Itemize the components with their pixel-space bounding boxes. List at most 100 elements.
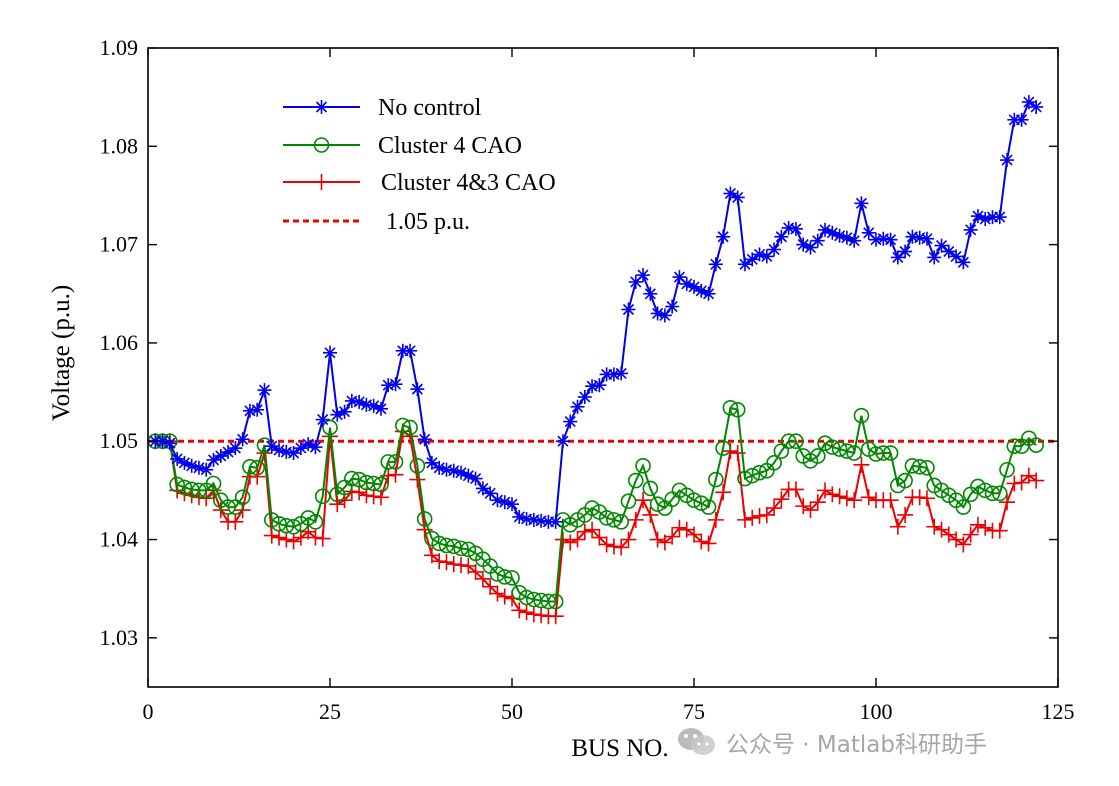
data-point	[272, 443, 287, 458]
data-point	[358, 474, 375, 491]
data-point	[737, 257, 752, 272]
data-point	[774, 229, 789, 244]
data-point	[781, 220, 796, 235]
data-point	[380, 454, 397, 470]
legend-entry-no-control: No control	[283, 95, 482, 121]
legend-label: 1.05 p.u.	[386, 209, 470, 235]
legend-marker	[313, 137, 330, 153]
data-point	[598, 536, 615, 553]
legend-label: Cluster 4&3 CAO	[381, 170, 556, 196]
data-point	[956, 255, 971, 270]
data-point	[453, 540, 469, 557]
data-point	[416, 511, 433, 527]
data-point	[416, 521, 433, 538]
data-point	[308, 440, 323, 455]
data-point	[657, 308, 672, 323]
data-point	[504, 570, 520, 586]
data-point	[729, 401, 746, 418]
data-point	[649, 531, 666, 548]
data-point	[838, 490, 855, 507]
data-point	[795, 498, 812, 515]
y-tick-label: 1.05	[100, 428, 139, 453]
data-point	[403, 343, 418, 358]
data-point	[278, 517, 295, 534]
data-point	[643, 286, 658, 301]
legend-entry-cluster-4-3-cao: Cluster 4&3 CAO	[283, 170, 556, 196]
data-point	[817, 482, 834, 499]
data-point	[905, 229, 920, 244]
plot-area	[147, 95, 1058, 625]
data-point	[271, 516, 287, 532]
data-point	[809, 494, 826, 511]
data-point	[263, 512, 280, 528]
data-point	[584, 521, 601, 538]
data-point	[898, 244, 913, 259]
data-point	[250, 402, 265, 417]
data-point	[606, 512, 622, 528]
data-point	[635, 492, 652, 509]
data-point	[817, 435, 833, 451]
x-tick-label: 125	[1042, 699, 1075, 724]
data-point	[912, 230, 927, 245]
data-point	[1029, 99, 1044, 114]
data-point	[847, 233, 862, 248]
data-point	[809, 448, 826, 464]
data-point	[969, 516, 986, 533]
data-point	[1006, 475, 1023, 492]
data-point	[359, 397, 374, 412]
data-point	[605, 538, 622, 555]
data-point	[962, 526, 979, 543]
data-point	[620, 531, 637, 548]
data-point	[249, 468, 266, 485]
wechat-logo-icon	[676, 725, 718, 759]
data-point	[686, 526, 702, 543]
x-tick-label: 0	[143, 699, 154, 724]
x-axis-label: BUS NO.	[571, 735, 668, 762]
data-point	[1000, 153, 1015, 168]
data-point	[162, 436, 177, 451]
data-point	[839, 443, 855, 459]
data-point	[438, 554, 455, 571]
plot-frame	[147, 47, 1059, 688]
data-point	[293, 441, 308, 456]
x-tick-label: 50	[501, 699, 523, 724]
data-point	[671, 519, 688, 536]
data-point	[722, 400, 739, 416]
data-point	[329, 496, 346, 513]
data-point	[1028, 437, 1044, 453]
data-point	[519, 511, 534, 526]
data-point	[344, 393, 359, 408]
data-point	[213, 448, 228, 463]
data-point	[788, 221, 803, 236]
data-point	[373, 401, 388, 416]
data-point	[547, 593, 564, 610]
data-point	[394, 417, 411, 434]
data-point	[169, 476, 185, 493]
data-point	[307, 529, 324, 546]
data-point	[526, 512, 541, 527]
data-point	[1028, 472, 1045, 489]
data-point	[431, 553, 448, 570]
data-point	[700, 499, 717, 515]
data-point	[802, 502, 819, 519]
data-point	[701, 286, 716, 301]
data-point	[767, 242, 782, 257]
data-point	[752, 247, 767, 262]
data-point	[337, 404, 352, 419]
data-point	[402, 419, 418, 436]
data-point	[766, 455, 782, 471]
data-point	[496, 588, 513, 605]
data-point	[351, 471, 367, 488]
data-point	[664, 528, 681, 545]
data-point	[505, 497, 519, 512]
data-point	[191, 482, 207, 499]
data-point	[926, 518, 943, 535]
data-point	[511, 602, 528, 619]
data-point	[716, 229, 731, 244]
data-point	[468, 471, 483, 486]
data-point	[955, 536, 972, 553]
x-tick-label: 100	[860, 699, 893, 724]
data-point	[482, 578, 499, 595]
data-point	[569, 531, 586, 548]
data-point	[627, 472, 644, 489]
